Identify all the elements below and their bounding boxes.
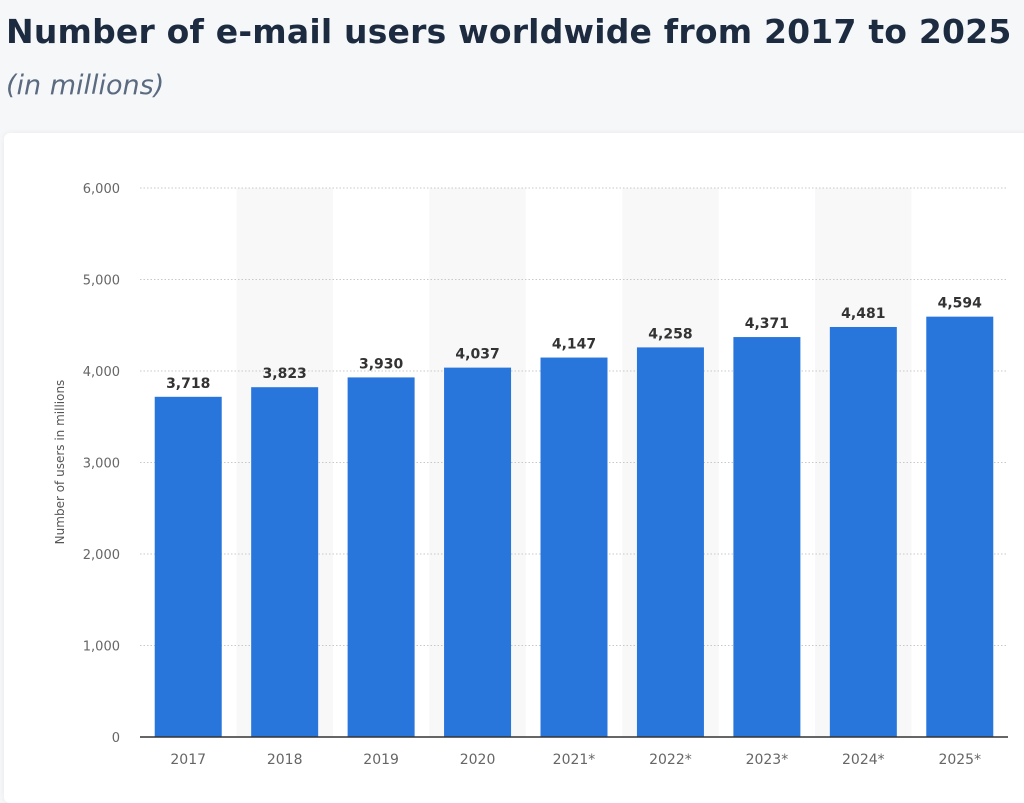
bar xyxy=(347,377,415,737)
y-tick-label: 0 xyxy=(112,731,120,746)
x-tick-label: 2020 xyxy=(460,752,496,768)
data-label: 3,823 xyxy=(263,366,307,382)
bar xyxy=(926,316,994,737)
data-label: 4,258 xyxy=(648,326,692,342)
y-tick-label: 4,000 xyxy=(83,365,120,380)
data-label: 4,147 xyxy=(552,337,596,353)
bar xyxy=(444,367,512,737)
y-tick-label: 5,000 xyxy=(83,274,120,289)
chart-subtitle: (in millions) xyxy=(6,70,165,101)
x-tick-label: 2022* xyxy=(649,752,692,768)
data-label: 3,930 xyxy=(359,356,404,372)
y-tick-label: 2,000 xyxy=(83,548,120,563)
bar xyxy=(733,337,801,737)
x-tick-label: 2023* xyxy=(746,752,789,768)
x-tick-label: 2021* xyxy=(553,752,596,768)
x-tick-label: 2019 xyxy=(363,752,399,768)
x-tick-label: 2017 xyxy=(170,752,206,768)
x-tick-label: 2018 xyxy=(267,752,303,768)
bar xyxy=(829,326,897,737)
bar xyxy=(154,396,222,737)
bar xyxy=(636,347,704,737)
data-label: 4,481 xyxy=(841,306,885,322)
x-tick-label: 2024* xyxy=(842,752,885,768)
y-tick-label: 6,000 xyxy=(83,182,120,197)
data-label: 3,718 xyxy=(166,376,210,392)
y-tick-label: 3,000 xyxy=(83,457,120,472)
y-axis-label: Number of users in millions xyxy=(53,380,67,545)
bar xyxy=(251,387,319,737)
chart-title: Number of e-mail users worldwide from 20… xyxy=(6,12,1012,51)
x-tick-label: 2025* xyxy=(938,752,981,768)
data-label: 4,594 xyxy=(938,296,983,312)
bar xyxy=(540,357,608,737)
data-label: 4,371 xyxy=(745,316,789,332)
data-label: 4,037 xyxy=(455,347,499,363)
y-tick-label: 1,000 xyxy=(83,640,120,655)
